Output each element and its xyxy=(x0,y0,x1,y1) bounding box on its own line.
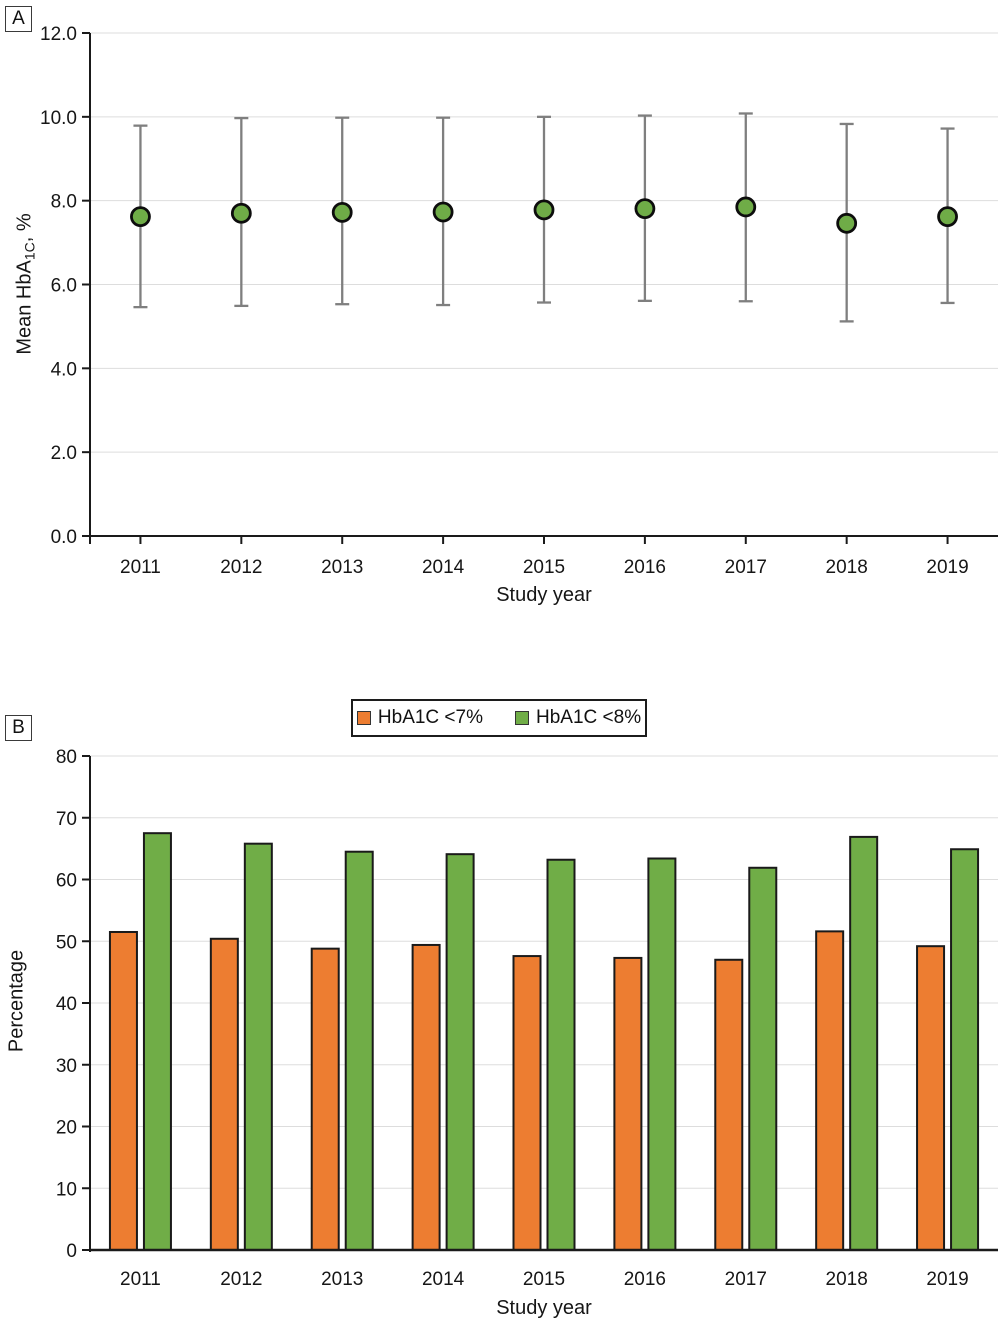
x-category-label: 2014 xyxy=(422,1269,465,1290)
y-tick-label: 80 xyxy=(56,747,77,768)
bar-hba1c-lt8-2019 xyxy=(950,848,980,1252)
y-tick-label: 10 xyxy=(56,1179,77,1200)
y-tick-label: 10.0 xyxy=(40,108,77,129)
bar-hba1c-lt7-2012 xyxy=(209,937,239,1251)
panel-a-chart: 0.0 2.0 4.0 6.0 8.0 10.0 12.0 2011 2012 2013 2014 2… xyxy=(40,24,998,578)
x-category-label: 2015 xyxy=(523,557,565,578)
mean-marker-2014 xyxy=(432,201,454,223)
bar-hba1c-lt8-2011 xyxy=(142,832,172,1251)
x-category-label: 2017 xyxy=(725,1269,767,1290)
x-category-label: 2017 xyxy=(725,557,767,578)
y-tick-label: 4.0 xyxy=(51,359,77,380)
x-category-label: 2013 xyxy=(321,557,363,578)
mean-marker-2016 xyxy=(634,198,656,220)
bar-hba1c-lt7-2019 xyxy=(916,945,946,1251)
mean-marker-2015 xyxy=(533,199,555,221)
y-title-a-subscript: 1C xyxy=(21,242,38,261)
mean-marker-2019 xyxy=(937,206,958,227)
bar-hba1c-lt7-2011 xyxy=(108,930,138,1252)
x-category-label: 2013 xyxy=(321,1269,363,1290)
y-tick-label: 0.0 xyxy=(51,527,77,548)
bar-hba1c-lt8-2017 xyxy=(748,866,778,1252)
y-tick-label: 40 xyxy=(56,994,77,1015)
y-tick-label: 30 xyxy=(56,1056,77,1077)
mean-marker-2017 xyxy=(735,196,757,218)
legend-label-hba1c-lt7: HbA1C <7% xyxy=(377,707,483,728)
bar-hba1c-lt8-2018 xyxy=(849,835,879,1252)
y-tick-label: 20 xyxy=(56,1118,77,1139)
x-category-label: 2015 xyxy=(523,1269,565,1290)
panel-a-x-axis-title: Study year xyxy=(496,584,592,606)
bar-hba1c-lt7-2013 xyxy=(310,947,340,1251)
x-category-label: 2019 xyxy=(926,1269,968,1290)
legend-label-hba1c-lt8: HbA1C <8% xyxy=(536,707,642,728)
legend-item-hba1c-lt8: HbA1C <8% xyxy=(515,707,641,729)
panel-b-label: B xyxy=(5,715,32,741)
x-category-label: 2016 xyxy=(624,1269,666,1290)
bar-hba1c-lt8-2013 xyxy=(344,850,374,1252)
bar-hba1c-lt7-2015 xyxy=(512,955,542,1251)
panel-a-y-axis-title: Mean HbA1C, % xyxy=(13,213,38,355)
legend: HbA1C <7% HbA1C <8% xyxy=(351,699,647,737)
y-tick-label: 2.0 xyxy=(51,443,77,464)
x-category-label: 2018 xyxy=(826,1269,868,1290)
panel-b-chart: 0 10 20 30 40 50 60 70 80 2011 2012 2013 2014 2015 201… xyxy=(56,747,998,1290)
mean-marker-2018 xyxy=(836,212,858,234)
panel-a-letter-text: A xyxy=(12,8,25,29)
x-category-label: 2011 xyxy=(120,1269,161,1290)
y-tick-label: 8.0 xyxy=(51,192,77,213)
y-tick-label: 50 xyxy=(56,932,77,953)
mean-marker-2011 xyxy=(130,206,151,227)
mean-marker-2012 xyxy=(230,202,252,224)
bar-hba1c-lt7-2016 xyxy=(613,956,643,1252)
y-tick-label: 70 xyxy=(56,809,77,830)
x-category-label: 2012 xyxy=(220,557,262,578)
panel-b-letter-text: B xyxy=(12,717,25,738)
bar-hba1c-lt8-2015 xyxy=(546,858,576,1252)
legend-item-hba1c-lt7: HbA1C <7% xyxy=(356,707,483,729)
y-tick-label: 12.0 xyxy=(40,24,77,45)
x-category-label: 2016 xyxy=(624,557,666,578)
y-title-a-suffix: , % xyxy=(13,213,36,243)
bar-hba1c-lt8-2016 xyxy=(647,857,677,1251)
x-category-label: 2014 xyxy=(422,557,465,578)
x-category-label: 2011 xyxy=(120,557,161,578)
panel-b-y-axis-title: Percentage xyxy=(5,949,28,1053)
bar-hba1c-lt7-2018 xyxy=(815,930,845,1251)
bar-hba1c-lt8-2014 xyxy=(445,853,475,1252)
x-category-label: 2012 xyxy=(220,1269,262,1290)
y-title-a-main: Mean HbA xyxy=(13,260,36,355)
y-tick-label: 6.0 xyxy=(51,276,77,297)
bar-hba1c-lt7-2017 xyxy=(714,958,744,1251)
bar-hba1c-lt8-2012 xyxy=(243,842,273,1251)
y-tick-label: 60 xyxy=(56,871,77,892)
x-category-label: 2019 xyxy=(926,557,968,578)
panel-a-label: A xyxy=(5,6,32,32)
legend-swatch-green xyxy=(515,711,529,725)
mean-marker-2013 xyxy=(331,202,353,223)
legend-swatch-orange xyxy=(356,711,371,725)
y-tick-label: 0 xyxy=(66,1241,77,1262)
panel-b-x-axis-title: Study year xyxy=(496,1297,592,1319)
x-category-label: 2018 xyxy=(826,557,868,578)
bar-hba1c-lt7-2014 xyxy=(411,943,441,1252)
